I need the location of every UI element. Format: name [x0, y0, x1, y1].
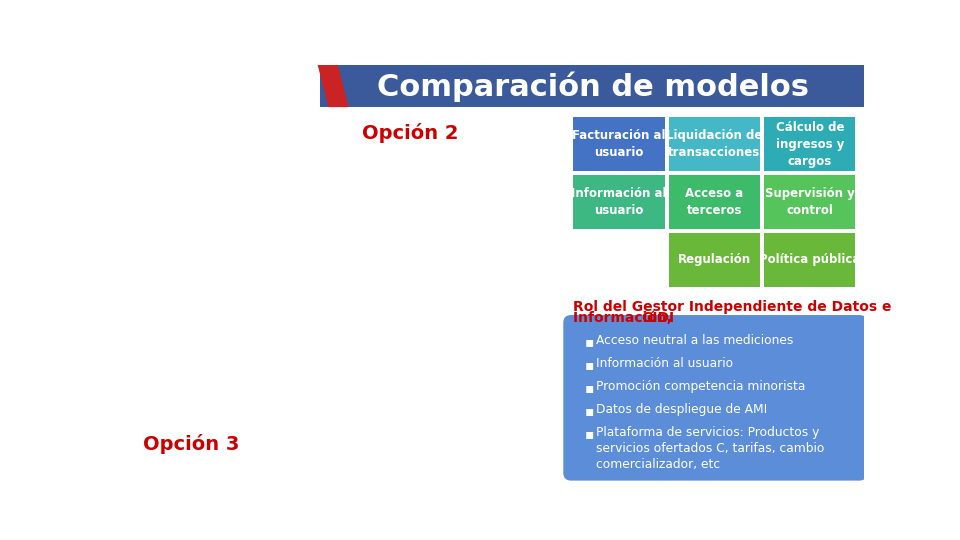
Text: Acceso a
terceros: Acceso a terceros — [685, 187, 744, 217]
FancyBboxPatch shape — [573, 117, 665, 171]
Text: ▪: ▪ — [585, 381, 594, 395]
FancyBboxPatch shape — [120, 65, 864, 481]
FancyBboxPatch shape — [764, 175, 855, 229]
Text: Promoción competencia minorista: Promoción competencia minorista — [596, 380, 805, 393]
Polygon shape — [327, 65, 348, 107]
Text: ▪: ▪ — [585, 358, 594, 372]
Text: Política pública: Política pública — [759, 253, 860, 266]
FancyBboxPatch shape — [669, 117, 760, 171]
Text: Cálculo de
ingresos y
cargos: Cálculo de ingresos y cargos — [776, 120, 844, 167]
Text: Información al usuario: Información al usuario — [596, 356, 733, 369]
Text: Opción 3: Opción 3 — [143, 434, 240, 455]
FancyBboxPatch shape — [669, 233, 760, 287]
Polygon shape — [318, 65, 339, 107]
FancyBboxPatch shape — [573, 175, 665, 229]
FancyBboxPatch shape — [764, 233, 855, 287]
Text: Opción 2: Opción 2 — [362, 123, 459, 143]
FancyBboxPatch shape — [564, 315, 867, 481]
FancyBboxPatch shape — [669, 175, 760, 229]
Text: Comparación de modelos: Comparación de modelos — [376, 71, 808, 102]
Text: ▪: ▪ — [585, 404, 594, 418]
Text: Acceso neutral a las mediciones: Acceso neutral a las mediciones — [596, 334, 793, 347]
Text: Facturación al
usuario: Facturación al usuario — [572, 129, 666, 159]
Text: Rol del Gestor Independiente de Datos e: Rol del Gestor Independiente de Datos e — [573, 300, 892, 314]
Text: Información al
usuario: Información al usuario — [571, 187, 667, 217]
Text: Plataforma de servicios: Productos y
servicios ofertados C, tarifas, cambio
come: Plataforma de servicios: Productos y ser… — [596, 426, 825, 471]
Text: Supervisión y
control: Supervisión y control — [765, 187, 854, 217]
FancyBboxPatch shape — [764, 117, 855, 171]
Text: GIDI: GIDI — [641, 311, 674, 325]
Text: ▪: ▪ — [585, 428, 594, 442]
Text: ▪: ▪ — [585, 335, 594, 349]
FancyBboxPatch shape — [320, 65, 864, 107]
Text: Liquidación de
transacciones: Liquidación de transacciones — [666, 129, 762, 159]
Text: Regulación: Regulación — [678, 253, 751, 266]
Text: Datos de despliegue de AMI: Datos de despliegue de AMI — [596, 403, 767, 416]
Text: Información,: Información, — [573, 311, 677, 325]
